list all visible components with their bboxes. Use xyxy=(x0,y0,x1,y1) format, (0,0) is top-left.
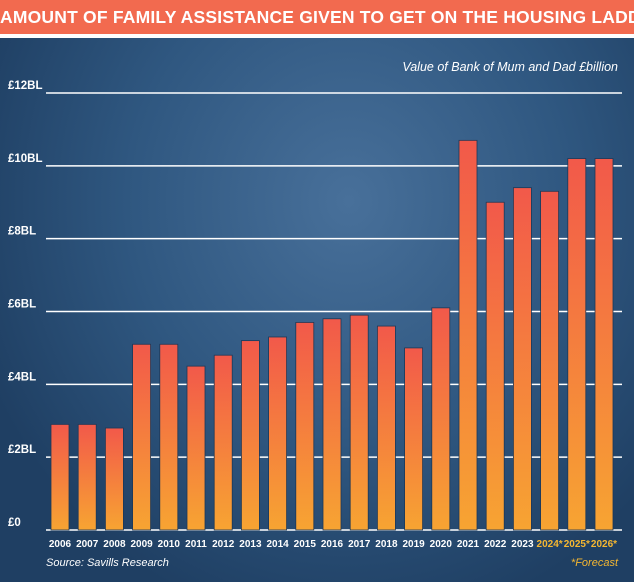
source-note: Source: Savills Research xyxy=(46,557,169,569)
x-tick-label: 2021 xyxy=(457,539,480,550)
x-tick-label: 2007 xyxy=(76,539,99,550)
x-tick-label: 2024* xyxy=(537,539,563,550)
bar-2018 xyxy=(376,325,396,531)
y-tick-label: £10BL xyxy=(8,153,43,165)
bar-2009 xyxy=(132,343,152,531)
bar-2007 xyxy=(77,423,97,531)
y-tick-label: £6BL xyxy=(8,299,36,311)
x-tick-label: 2015 xyxy=(294,539,317,550)
y-tick-label: £4BL xyxy=(8,371,36,383)
bar-2016 xyxy=(322,318,342,531)
bar-2025-forecast xyxy=(567,158,587,531)
bar-2022 xyxy=(485,201,505,531)
bar-2015 xyxy=(295,322,315,531)
bar-2010 xyxy=(159,343,179,531)
bar-2021 xyxy=(458,139,478,531)
x-tick-label: 2018 xyxy=(375,539,398,550)
x-tick-label: 2013 xyxy=(239,539,262,550)
y-tick-label: £2BL xyxy=(8,444,36,456)
x-tick-label: 2009 xyxy=(130,539,153,550)
forecast-note: *Forecast xyxy=(571,557,619,569)
x-tick-label: 2023 xyxy=(511,539,534,550)
x-tick-label: 2019 xyxy=(402,539,425,550)
x-tick-label: 2014 xyxy=(266,539,289,550)
chart-title: AMOUNT OF FAMILY ASSISTANCE GIVEN TO GET… xyxy=(0,7,634,27)
x-axis-ticks: 2006 2007 2008 2009 2010 2011 2012 2013 2014 2015… xyxy=(49,539,617,550)
bar-2013 xyxy=(240,340,260,531)
x-tick-label: 2022 xyxy=(484,539,507,550)
x-tick-label: 2010 xyxy=(158,539,181,550)
chart-subtitle: Value of Bank of Mum and Dad £billion xyxy=(402,60,618,74)
y-axis-ticks: £0 £2BL £4BL £6BL £8BL £10BL £12BL xyxy=(8,80,43,529)
x-tick-label: 2016 xyxy=(321,539,344,550)
y-tick-label: £8BL xyxy=(8,226,36,238)
x-tick-label: 2012 xyxy=(212,539,235,550)
bar-2011 xyxy=(186,365,206,531)
y-tick-label: £12BL xyxy=(8,80,43,92)
bar-2006 xyxy=(50,423,70,531)
x-tick-label: 2011 xyxy=(185,539,207,550)
bar-2008 xyxy=(105,427,124,531)
x-tick-label: 2008 xyxy=(103,539,126,550)
bar-2014 xyxy=(268,336,288,531)
bar-2019 xyxy=(404,347,424,531)
x-tick-label: 2020 xyxy=(430,539,453,550)
x-tick-label: 2025* xyxy=(564,539,590,550)
bar-2026-forecast xyxy=(594,158,614,531)
bar-2012 xyxy=(213,354,233,531)
bar-2023 xyxy=(513,187,532,531)
bars xyxy=(50,139,614,531)
title-banner: AMOUNT OF FAMILY ASSISTANCE GIVEN TO GET… xyxy=(0,0,634,38)
x-tick-label: 2006 xyxy=(49,539,72,550)
x-tick-label: 2017 xyxy=(348,539,371,550)
bar-2024-forecast xyxy=(540,190,559,531)
y-tick-label: £0 xyxy=(8,517,21,529)
bar-chart: Value of Bank of Mum and Dad £billion £0… xyxy=(8,60,622,569)
bar-2020 xyxy=(431,307,451,531)
chart-panel: Value of Bank of Mum and Dad £billion £0… xyxy=(0,38,634,582)
bar-2017 xyxy=(349,314,369,531)
x-tick-label: 2026* xyxy=(591,539,617,550)
